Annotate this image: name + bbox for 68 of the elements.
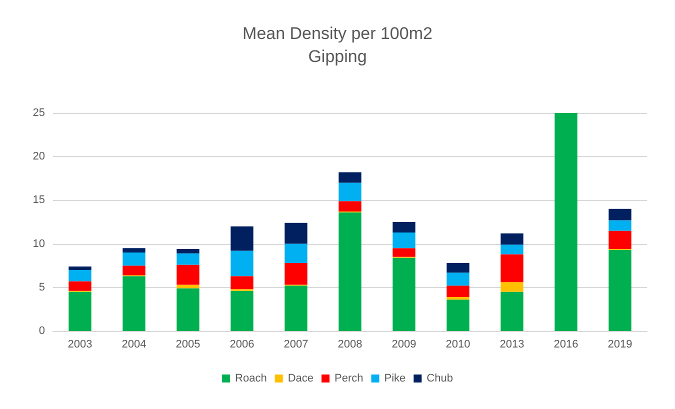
x-tick-label: 2008 bbox=[338, 338, 362, 350]
y-tick-label: 5 bbox=[38, 281, 45, 294]
bar bbox=[392, 222, 416, 232]
bar bbox=[338, 182, 362, 202]
bar bbox=[68, 266, 92, 270]
bar bbox=[284, 222, 308, 244]
bar bbox=[608, 250, 632, 331]
chart-subtitle: Gipping bbox=[308, 47, 367, 66]
bar bbox=[122, 252, 146, 266]
bar bbox=[284, 286, 308, 331]
bar bbox=[122, 276, 146, 331]
bar bbox=[338, 201, 362, 212]
bar bbox=[230, 250, 254, 276]
bar bbox=[230, 290, 254, 331]
bar bbox=[500, 244, 524, 254]
bar bbox=[68, 281, 92, 291]
x-tick-label: 2010 bbox=[446, 338, 470, 350]
y-tick-label: 25 bbox=[32, 107, 45, 119]
bar bbox=[446, 286, 470, 297]
legend-label: Perch bbox=[334, 372, 364, 384]
y-tick-label: 20 bbox=[32, 150, 45, 163]
bar bbox=[230, 226, 254, 251]
x-tick-label: 2005 bbox=[176, 338, 200, 350]
bar bbox=[338, 172, 362, 183]
x-tick-label: 2019 bbox=[608, 338, 632, 350]
bar bbox=[68, 292, 92, 331]
bar bbox=[500, 282, 524, 292]
bar bbox=[392, 248, 416, 257]
x-tick-label: 2016 bbox=[554, 338, 578, 350]
legend-label: Dace bbox=[288, 372, 314, 384]
bar bbox=[176, 288, 200, 331]
y-tick-label: 15 bbox=[32, 194, 45, 206]
bar bbox=[284, 262, 308, 285]
x-tick-label: 2009 bbox=[392, 338, 416, 350]
bar bbox=[608, 220, 632, 231]
bar bbox=[284, 244, 308, 263]
bar bbox=[500, 292, 524, 331]
x-tick-label: 2003 bbox=[68, 338, 92, 350]
bar bbox=[68, 270, 92, 282]
bar bbox=[392, 232, 416, 248]
bar bbox=[500, 233, 524, 245]
y-tick-label: 10 bbox=[32, 238, 45, 250]
bar bbox=[446, 272, 470, 286]
bar bbox=[176, 264, 200, 285]
bar bbox=[338, 212, 362, 331]
bar bbox=[446, 296, 470, 300]
bar bbox=[122, 248, 146, 253]
x-tick-label: 2013 bbox=[500, 338, 524, 350]
x-tick-label: 2004 bbox=[122, 338, 146, 350]
legend-label: Chub bbox=[426, 372, 453, 384]
bar bbox=[608, 208, 632, 220]
bar bbox=[608, 230, 632, 250]
x-tick-label: 2006 bbox=[230, 338, 254, 350]
y-tick-label: 0 bbox=[38, 325, 45, 337]
bar bbox=[554, 113, 578, 331]
bar bbox=[230, 276, 254, 290]
bar bbox=[176, 253, 200, 265]
bar bbox=[500, 254, 524, 282]
legend-label: Pike bbox=[384, 372, 406, 384]
bar bbox=[176, 284, 200, 288]
x-tick-label: 2007 bbox=[284, 338, 308, 350]
bar bbox=[122, 266, 146, 276]
legend-label: Roach bbox=[235, 372, 267, 384]
chart-title: Mean Density per 100m2 bbox=[242, 24, 432, 43]
bar bbox=[176, 249, 200, 254]
bar bbox=[392, 258, 416, 331]
bar bbox=[446, 262, 470, 273]
bar bbox=[446, 300, 470, 331]
